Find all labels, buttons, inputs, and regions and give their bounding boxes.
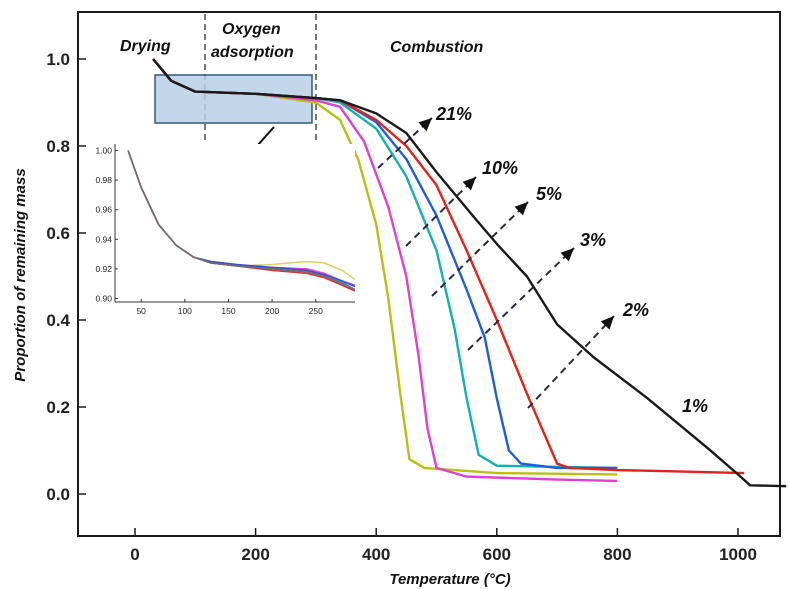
- direction-arrowhead: [560, 248, 574, 262]
- x-tick-label: 800: [603, 545, 631, 564]
- y-tick-label: 0.8: [46, 137, 70, 156]
- direction-arrowhead: [462, 177, 476, 191]
- x-tick-label: 400: [362, 545, 390, 564]
- concentration-label: 1%: [682, 396, 708, 416]
- y-tick-label: 0.4: [46, 311, 70, 330]
- inset-y-tick-label: 0.92: [95, 264, 112, 274]
- y-tick-label: 0.0: [46, 485, 70, 504]
- inset-y-tick-label: 0.98: [95, 175, 112, 185]
- x-tick-label: 1000: [719, 545, 757, 564]
- stage-label-drying: Drying: [120, 38, 171, 55]
- y-tick-label: 1.0: [46, 50, 70, 69]
- inset-series-line: [127, 150, 356, 291]
- y-tick-label: 0.2: [46, 398, 70, 417]
- concentration-label: 5%: [536, 184, 562, 204]
- stage-label-combustion: Combustion: [390, 39, 484, 56]
- direction-arrow: [405, 176, 477, 247]
- y-axis-title: Proportion of remaining mass: [12, 168, 29, 381]
- inset-x-tick-label: 150: [221, 306, 235, 316]
- direction-arrowhead: [514, 202, 528, 216]
- inset-y-tick-label: 0.90: [95, 294, 112, 304]
- direction-arrow: [431, 201, 529, 297]
- direction-arrow: [527, 315, 615, 409]
- series-line-1pct: [152, 58, 787, 488]
- direction-arrow: [467, 247, 575, 351]
- concentration-label: 2%: [622, 300, 649, 320]
- inset-x-tick-label: 200: [265, 306, 279, 316]
- concentration-label: 3%: [580, 230, 606, 250]
- concentration-label: 10%: [482, 158, 518, 178]
- concentration-label: 21%: [435, 104, 472, 124]
- direction-arrowhead: [418, 118, 432, 132]
- inset-y-tick-label: 1.00: [95, 145, 112, 155]
- x-tick-label: 200: [241, 545, 269, 564]
- x-tick-label: 0: [130, 545, 139, 564]
- inset-x-tick-label: 100: [178, 306, 192, 316]
- stage-label-oxygen: Oxygen: [222, 21, 281, 38]
- direction-arrowhead: [600, 316, 614, 330]
- x-axis-title: Temperature (°C): [389, 571, 510, 588]
- inset-y-tick-label: 0.94: [95, 234, 112, 244]
- stage-label-adsorption: adsorption: [211, 44, 294, 61]
- y-tick-label: 0.6: [46, 224, 70, 243]
- inset-y-tick-label: 0.96: [95, 205, 112, 215]
- inset-x-tick-label: 50: [136, 306, 146, 316]
- inset-panel: [115, 144, 355, 302]
- inset-x-tick-label: 250: [309, 306, 323, 316]
- x-tick-label: 600: [483, 545, 511, 564]
